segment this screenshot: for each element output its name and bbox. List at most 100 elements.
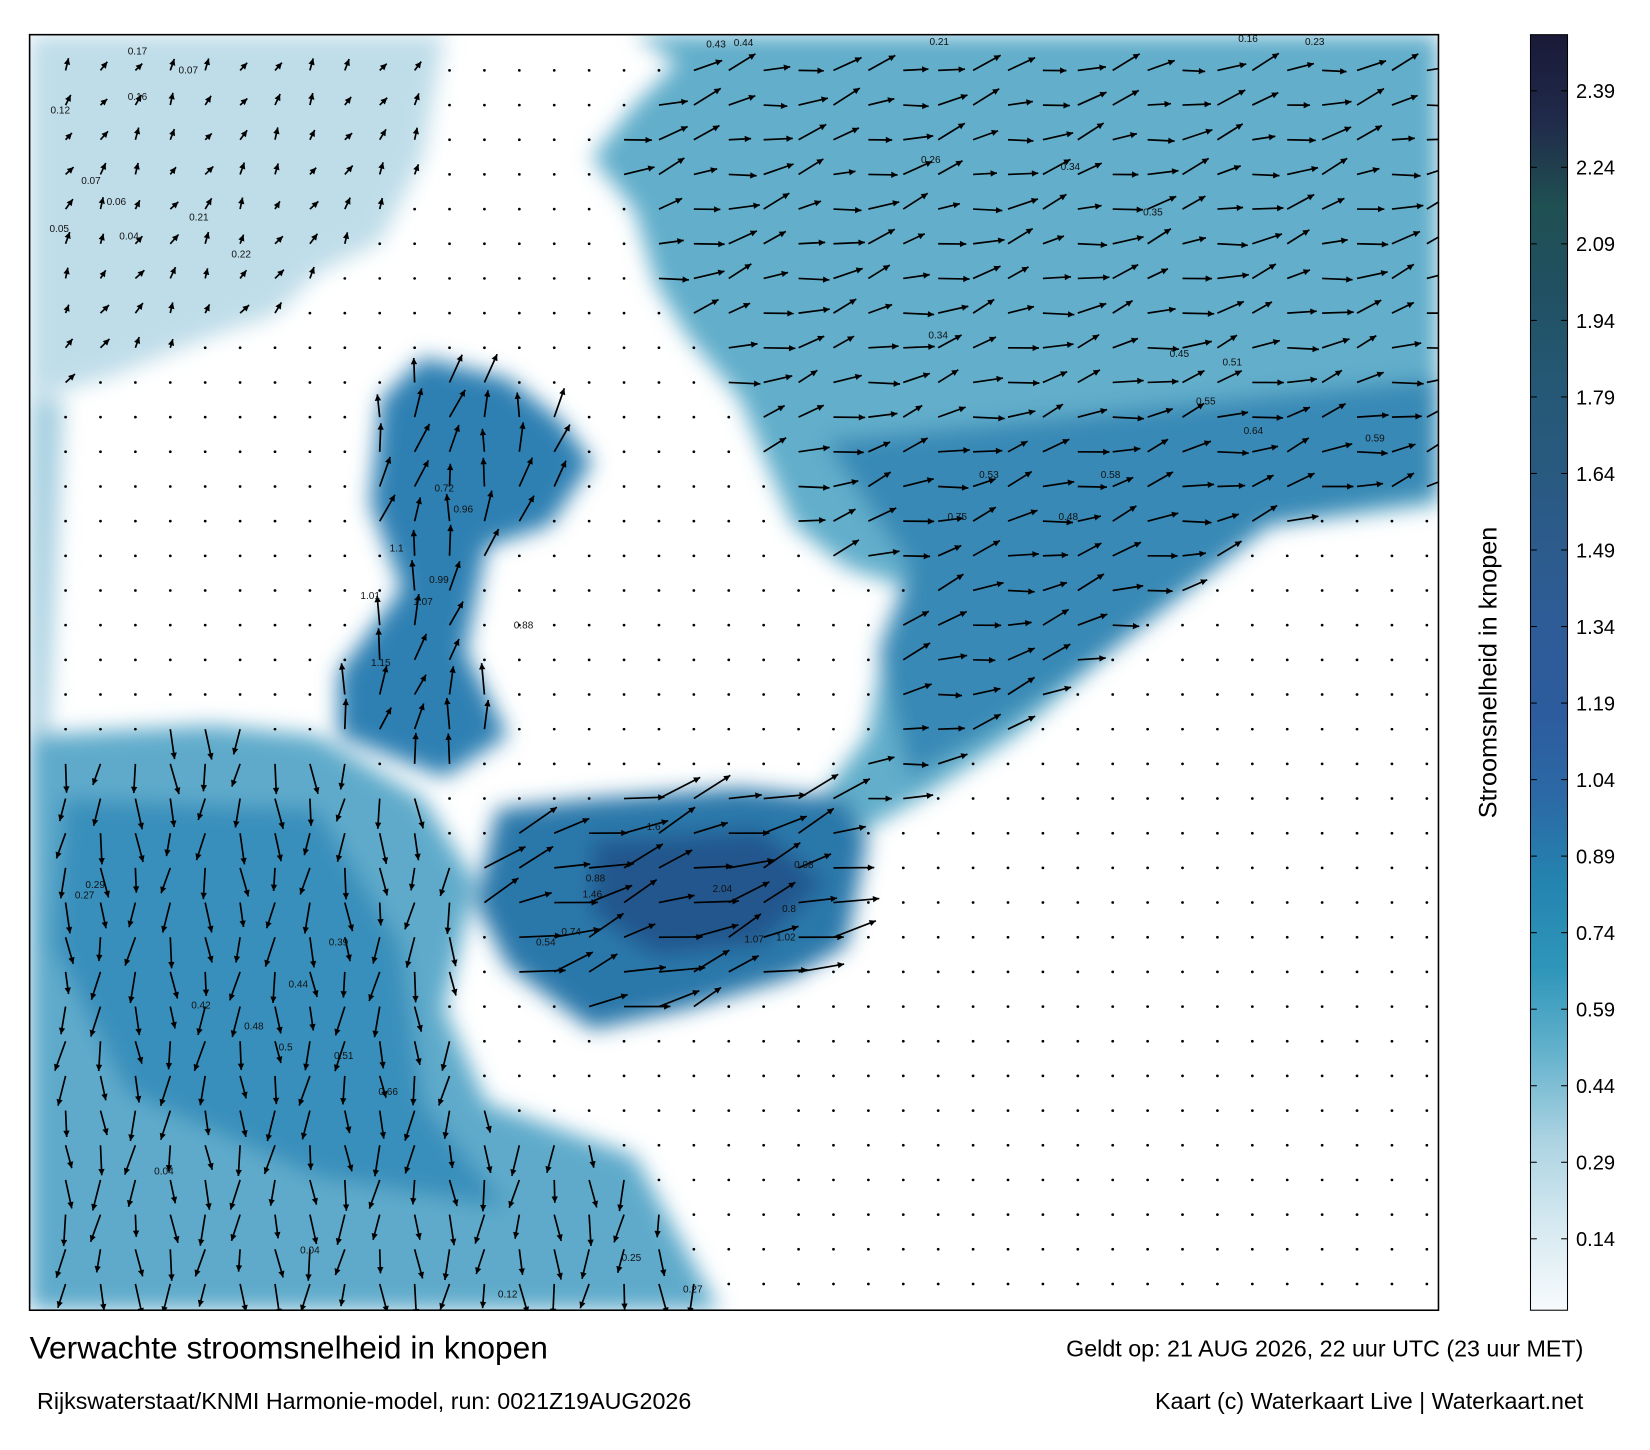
arrow-head — [788, 345, 796, 352]
grid-dot — [1390, 1213, 1394, 1216]
arrow-head — [420, 674, 427, 682]
grid-dot — [1076, 970, 1080, 974]
grid-dot — [901, 1213, 905, 1216]
grid-dot — [1250, 589, 1254, 592]
grid-dot — [1320, 1143, 1324, 1147]
colorbar-tick-label: 0.44 — [1576, 1076, 1615, 1098]
grid-dot — [622, 311, 626, 315]
arrow-head — [204, 1128, 211, 1136]
arrow-head — [311, 1197, 318, 1205]
grid-dot — [727, 623, 731, 627]
current-arrow — [554, 928, 601, 939]
grid-dot — [1041, 727, 1045, 731]
arrow-head — [484, 699, 491, 707]
arrow-head — [1032, 551, 1039, 558]
grid-dot — [1181, 831, 1184, 835]
current-arrow — [519, 934, 562, 939]
grid-dot — [64, 415, 67, 419]
grid-dot — [797, 762, 800, 766]
grid-dot — [1320, 831, 1324, 835]
grid-dot — [622, 727, 626, 731]
grid-dot — [273, 658, 277, 662]
arrow-head — [831, 774, 839, 781]
arrow-head — [346, 165, 353, 173]
grid-dot — [1390, 727, 1394, 731]
arrow-head — [1271, 92, 1279, 99]
grid-dot — [483, 173, 486, 176]
current-arrow — [1426, 104, 1439, 107]
arrow-head — [508, 1200, 515, 1208]
arrow-head — [1137, 415, 1145, 422]
grid-dot — [517, 762, 521, 766]
arrow-head — [963, 275, 970, 283]
grid-dot — [1285, 1213, 1289, 1216]
arrow-head — [799, 815, 807, 822]
colorbar-tick-label: 1.94 — [1576, 311, 1615, 333]
grid-dot — [238, 450, 242, 454]
grid-dot — [1425, 1213, 1429, 1216]
arrow-head — [1062, 439, 1070, 445]
arrow-head — [374, 394, 382, 401]
arrow-head — [722, 950, 730, 957]
arrow-head — [375, 822, 382, 829]
arrow-head — [956, 515, 964, 522]
grid-dot — [203, 450, 207, 454]
grid-dot — [622, 1074, 626, 1078]
grid-dot — [692, 727, 696, 731]
arrow-head — [1096, 574, 1104, 581]
grid-dot — [692, 554, 696, 558]
arrow-head — [101, 921, 108, 929]
grid-dot — [1181, 1178, 1184, 1182]
arrow-head — [854, 57, 862, 64]
grid-dot — [587, 1109, 591, 1112]
current-arrow — [1426, 274, 1439, 280]
grid-dot — [552, 727, 556, 731]
grid-dot — [1355, 589, 1359, 592]
arrow-head — [344, 197, 351, 205]
grid-dot — [657, 554, 661, 558]
arrow-head — [693, 777, 701, 784]
arrow-head — [1199, 550, 1206, 557]
arrow-head — [67, 1201, 74, 1209]
arrow-head — [993, 714, 1001, 721]
arrow-head — [922, 724, 929, 732]
grid-dot — [1320, 1039, 1324, 1043]
arrow-head — [1268, 134, 1276, 141]
grid-dot — [1425, 1074, 1429, 1078]
grid-dot — [448, 103, 451, 107]
speed-label: 0.48 — [244, 1022, 264, 1033]
grid-dot — [1111, 1143, 1115, 1147]
grid-dot — [1006, 901, 1010, 904]
grid-dot — [483, 346, 486, 350]
grid-dot — [1425, 554, 1429, 558]
speed-label: 0.54 — [536, 938, 556, 949]
arrow-head — [169, 58, 176, 66]
grid-dot — [901, 901, 905, 904]
arrow-head — [868, 920, 876, 926]
grid-dot — [552, 519, 556, 523]
grid-dot — [1355, 935, 1359, 939]
arrow-head — [723, 775, 731, 782]
grid-dot — [1320, 589, 1324, 592]
arrow-head — [660, 1269, 667, 1277]
grid-dot — [1181, 693, 1184, 696]
grid-dot — [203, 589, 207, 592]
arrow-head — [1131, 90, 1139, 97]
speed-label: 0.27 — [75, 890, 95, 901]
grid-dot — [168, 415, 172, 419]
grid-dot — [622, 1039, 626, 1043]
arrow-head — [958, 725, 965, 732]
arrow-head — [659, 964, 666, 972]
arrow-head — [1061, 609, 1069, 616]
arrow-head — [1238, 482, 1246, 489]
grid-dot — [762, 1005, 766, 1008]
grid-dot — [657, 693, 661, 696]
grid-dot — [273, 727, 277, 731]
speed-label: 0.25 — [622, 1253, 642, 1264]
arrow-head — [56, 1098, 63, 1106]
arrow-head — [60, 1239, 68, 1247]
arrow-head — [1406, 264, 1414, 271]
arrow-head — [479, 1301, 487, 1309]
grid-dot — [483, 970, 486, 974]
current-arrow — [658, 966, 706, 973]
